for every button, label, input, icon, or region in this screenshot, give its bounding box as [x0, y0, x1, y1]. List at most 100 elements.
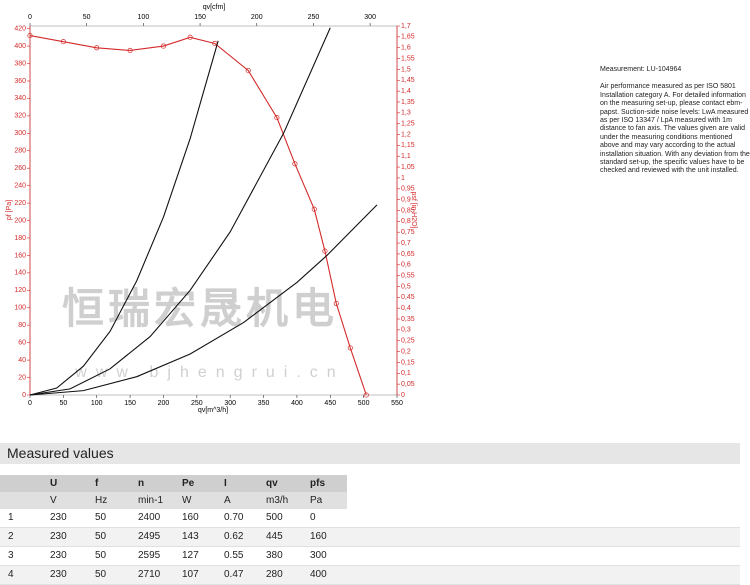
table-title: Measured values: [0, 443, 740, 464]
table-cell: 380: [266, 550, 283, 561]
table-cell: W: [182, 495, 192, 506]
table-cell: U: [50, 478, 58, 489]
x2-tick-label: 300: [364, 14, 376, 21]
y2-tick-label: 0,95: [401, 186, 415, 193]
table-cell: 2710: [138, 569, 161, 580]
y2-tick-label: 0,15: [401, 359, 415, 366]
x-tick-label: 300: [224, 400, 236, 407]
table-cell: min-1: [138, 495, 164, 506]
y2-tick-label: 0,9: [401, 196, 411, 203]
y2-tick-label: 1,4: [401, 88, 411, 95]
point-marker: [311, 206, 317, 212]
y-tick-label: 40: [18, 357, 26, 364]
point-marker: [292, 161, 298, 167]
point-marker: [60, 39, 66, 45]
table-cell: 300: [310, 550, 327, 561]
y-tick-label: 60: [18, 340, 26, 347]
table-cell: 50: [95, 512, 107, 523]
point-marker: [27, 33, 33, 39]
table-cell: qv: [266, 478, 278, 489]
y-tick-label: 360: [14, 78, 26, 85]
table-cell: 0: [310, 512, 316, 523]
y2-tick-label: 1,7: [401, 23, 411, 30]
y-tick-label: 400: [14, 43, 26, 50]
point-marker: [127, 47, 133, 53]
y-tick-label: 260: [14, 165, 26, 172]
table-cell: 50: [95, 550, 107, 561]
table-cell: pfs: [310, 478, 325, 489]
x-tick-label: 150: [124, 400, 136, 407]
table-cell: 107: [182, 569, 199, 580]
y-tick-label: 280: [14, 148, 26, 155]
y2-tick-label: 0,75: [401, 229, 415, 236]
table-cell: Hz: [95, 495, 108, 506]
curve: [29, 27, 331, 396]
table-cell: 50: [95, 569, 107, 580]
curve: [29, 40, 219, 396]
y-tick-label: 380: [14, 60, 26, 67]
table-cell: 2400: [138, 512, 161, 523]
x-tick-label: 50: [59, 400, 67, 407]
table-cell: 50: [95, 531, 107, 542]
y-tick-label: 20: [18, 374, 26, 381]
table-cell: 280: [266, 569, 283, 580]
y2-tick-label: 0,3: [401, 327, 411, 334]
point-marker: [94, 45, 100, 51]
x2-tick-label: 100: [138, 14, 150, 21]
table-cell: 400: [310, 569, 327, 580]
point-marker: [333, 300, 339, 306]
y2-tick-label: 1: [401, 175, 405, 182]
watermark: 恒瑞宏晟机电: [62, 285, 338, 332]
y-tick-label: 180: [14, 235, 26, 242]
x-tick-label: 250: [191, 400, 203, 407]
x-tick-label: 500: [358, 400, 370, 407]
table-row: 2 230 50 2495 143 0.62 445 160: [0, 528, 740, 547]
x2-axis-label: qv[cfm]: [203, 4, 226, 11]
table-cell: Pe: [182, 478, 195, 489]
curve: [29, 35, 367, 396]
y2-tick-label: 1,1: [401, 153, 411, 160]
table-cell: 143: [182, 531, 199, 542]
watermark-url: www.bjhengrui.cn: [74, 364, 344, 381]
y2-tick-label: 1,45: [401, 77, 415, 84]
y2-tick-label: 1,65: [401, 34, 415, 41]
x-tick-label: 200: [158, 400, 170, 407]
table-cell: m3/h: [266, 495, 289, 506]
y-axis-label: pf [Pa]: [6, 200, 13, 220]
x-tick-label: 550: [391, 400, 403, 407]
y-tick-label: 240: [14, 182, 26, 189]
x2-tick-label: 150: [194, 14, 206, 21]
x-tick-label: 100: [91, 400, 103, 407]
x2-tick-label: 250: [308, 14, 320, 21]
table-cell: f: [95, 478, 99, 489]
y-tick-label: 100: [14, 305, 26, 312]
y2-tick-label: 0,7: [401, 240, 411, 247]
table-cell: 230: [50, 512, 67, 523]
table-cell: 2495: [138, 531, 161, 542]
y2-tick-label: 1,6: [401, 45, 411, 52]
y2-tick-label: 1,15: [401, 142, 415, 149]
y2-tick-label: 0: [401, 392, 405, 399]
table-cell: 160: [310, 531, 327, 542]
y-tick-label: 340: [14, 95, 26, 102]
x-tick-label: 0: [28, 400, 32, 407]
y2-tick-label: 0,45: [401, 294, 415, 301]
y2-tick-label: 0,85: [401, 207, 415, 214]
y2-tick-label: 0,2: [401, 348, 411, 355]
x-tick-label: 350: [258, 400, 270, 407]
x2-tick-label: 200: [251, 14, 263, 21]
x2-tick-label: 0: [28, 14, 32, 21]
table-cell: 2595: [138, 550, 161, 561]
y2-tick-label: 1,3: [401, 110, 411, 117]
y2-tick-label: 0,35: [401, 316, 415, 323]
y2-axis-label: psf [in H2O]: [410, 192, 417, 229]
y2-tick-label: 0,1: [401, 370, 411, 377]
y-tick-label: 220: [14, 200, 26, 207]
point-marker: [274, 115, 280, 121]
point-marker: [322, 248, 328, 254]
y-tick-label: 120: [14, 287, 26, 294]
point-marker: [347, 345, 353, 351]
y2-tick-label: 1,5: [401, 66, 411, 73]
y-tick-label: 140: [14, 270, 26, 277]
